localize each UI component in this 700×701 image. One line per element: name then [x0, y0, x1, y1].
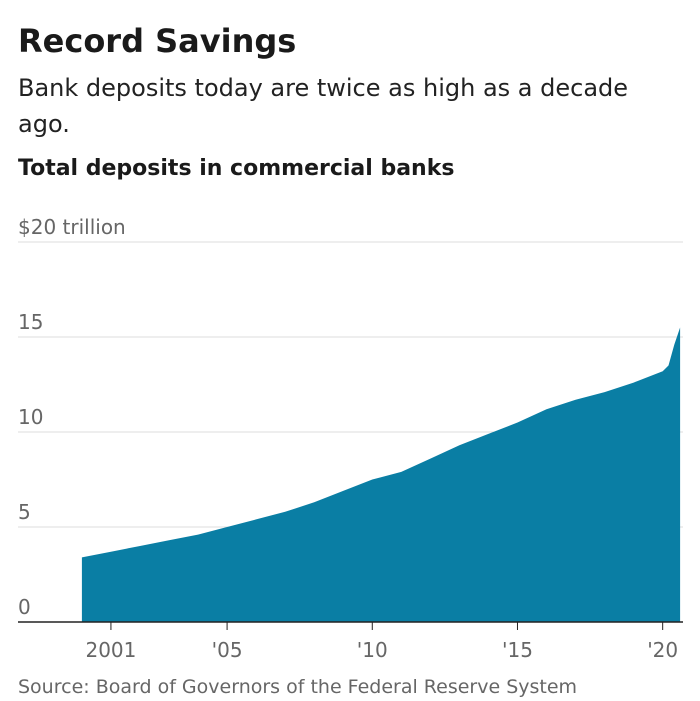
- y-tick-label: 5: [18, 500, 31, 524]
- subtitle: Bank deposits today are twice as high as…: [18, 74, 629, 138]
- chart-title: Total deposits in commercial banks: [18, 156, 455, 181]
- x-tick-label: '10: [357, 638, 388, 662]
- title: Record Savings: [18, 22, 297, 60]
- y-tick-label: 0: [18, 595, 31, 619]
- y-tick-label: 10: [18, 405, 43, 429]
- x-tick-label: '20: [647, 638, 678, 662]
- y-tick-label: 15: [18, 310, 43, 334]
- source: Source: Board of Governors of the Federa…: [18, 676, 578, 698]
- x-tick-label: 2001: [85, 638, 136, 662]
- area: [81, 327, 681, 622]
- y-tick-label: $20 trillion: [18, 215, 126, 239]
- x-tick-label: '05: [212, 638, 243, 662]
- x-tick-label: '15: [502, 638, 533, 662]
